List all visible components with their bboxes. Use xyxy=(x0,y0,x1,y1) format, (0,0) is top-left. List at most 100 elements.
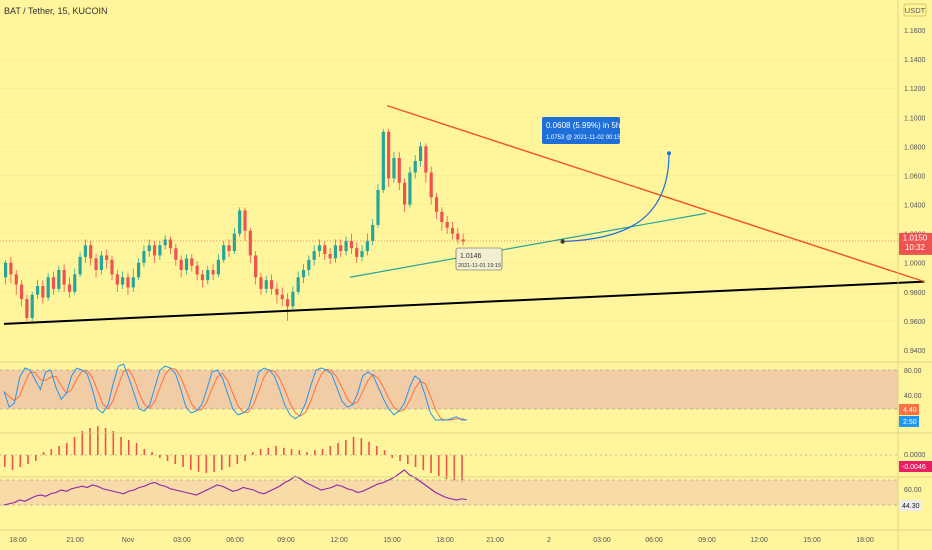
macd-bar xyxy=(213,455,215,472)
macd-bar xyxy=(174,455,177,464)
macd-bar xyxy=(360,438,363,455)
candle-body xyxy=(99,255,103,270)
current-price-badge: 1.0150 10:32 xyxy=(899,232,932,255)
candle-body xyxy=(392,158,396,179)
candle-body xyxy=(344,240,348,252)
macd-bar xyxy=(461,455,463,483)
candle-body xyxy=(339,245,343,252)
stoch-d-value: 4.40 xyxy=(903,407,917,414)
macd-bar xyxy=(143,449,146,455)
candles xyxy=(4,128,465,321)
price-grid xyxy=(0,29,898,351)
stoch-band xyxy=(0,370,898,409)
candle-body xyxy=(403,182,407,205)
candle-body xyxy=(35,286,40,295)
candle-body xyxy=(94,258,98,270)
macd-bar xyxy=(50,449,53,455)
time-tick-label: 06:00 xyxy=(645,537,663,544)
time-axis[interactable]: 18:00 21:00 Nov 03:00 06:00 09:00 12:00 15:00 18… xyxy=(9,537,874,544)
candle-body xyxy=(296,277,300,292)
macd-bar xyxy=(166,455,169,461)
candle-body xyxy=(147,245,151,252)
price-axis[interactable]: 1.1600 1.1400 1.1200 1.1000 1.0800 1.0600 1.04… xyxy=(904,28,926,355)
macd-bar xyxy=(35,455,37,461)
candle-body xyxy=(163,239,167,246)
candle-body xyxy=(51,277,56,289)
candle-body xyxy=(14,274,18,285)
macd-bar xyxy=(345,440,347,455)
rsi-pane[interactable]: 60.00 44.30 xyxy=(0,469,922,511)
price-tick-label: 1.1400 xyxy=(904,57,926,64)
macd-bar xyxy=(151,452,153,455)
macd-bar xyxy=(42,452,45,455)
support-trend-line xyxy=(3,280,925,325)
candle-body xyxy=(365,240,369,252)
currency-button[interactable]: USDT xyxy=(903,3,927,17)
macd-bar xyxy=(283,447,285,455)
rsi-badge xyxy=(899,500,921,511)
macd-bar xyxy=(19,455,22,467)
candle-body xyxy=(195,265,199,275)
candle-body xyxy=(222,245,226,260)
stoch-k-value: 2.50 xyxy=(903,419,917,426)
macd-bar xyxy=(453,455,456,482)
price-tick-label: 1.0400 xyxy=(904,203,926,210)
projection-callout[interactable]: 0.0608 (5.99%) in 5h 1.0753 @ 2021-11-02… xyxy=(542,117,621,144)
projection-end-dot xyxy=(667,151,671,156)
candle-body xyxy=(408,172,412,205)
time-tick-label: 15:00 xyxy=(383,537,401,544)
candle-body xyxy=(41,286,45,298)
time-tick-label: 06:00 xyxy=(226,537,244,544)
projection-callout-line1: 0.0608 (5.99%) in 5h xyxy=(546,121,620,130)
price-tick-label: 1.0000 xyxy=(904,261,926,268)
candle-body xyxy=(440,211,444,222)
candle-body xyxy=(137,262,141,278)
drawings[interactable] xyxy=(3,104,925,325)
stoch-lines xyxy=(3,363,467,421)
candle-body xyxy=(307,259,311,270)
stoch-pane[interactable]: 80.00 40.00 4.40 2.50 xyxy=(0,363,922,427)
candle-body xyxy=(152,245,157,256)
macd-bar xyxy=(128,440,130,455)
macd-bar xyxy=(104,428,107,455)
macd-bar xyxy=(135,443,138,455)
time-tick-label: 21:00 xyxy=(486,537,504,544)
candle-body xyxy=(461,239,465,242)
time-tick-label: 09:00 xyxy=(698,537,716,544)
candle-body xyxy=(57,270,61,289)
candle-body xyxy=(280,294,284,300)
macd-bar xyxy=(120,437,122,455)
candle-body xyxy=(4,262,8,278)
candle-body xyxy=(105,255,109,260)
time-tick-label: 2 xyxy=(547,537,551,544)
macd-bar xyxy=(221,455,223,470)
time-tick-label: 21:00 xyxy=(66,537,84,544)
candle-body xyxy=(168,239,173,249)
time-tick-label: 18:00 xyxy=(436,537,454,544)
macd-bar xyxy=(337,443,339,455)
price-tick-label: 1.1600 xyxy=(904,28,926,35)
candle-body xyxy=(179,259,183,270)
candle-body xyxy=(78,256,82,275)
time-tick-label: Nov xyxy=(122,537,135,544)
candle-body xyxy=(371,224,375,241)
candle-body xyxy=(333,245,338,259)
macd-pane[interactable]: 0.0000 -0.0046 xyxy=(0,426,932,483)
time-tick-label: 09:00 xyxy=(277,537,295,544)
price-tick-label: 0.9800 xyxy=(904,290,926,297)
macd-bar xyxy=(182,455,184,467)
time-tick-label: 15:00 xyxy=(803,537,821,544)
point-label[interactable]: 1.0146 2021-11-01 19:15 xyxy=(455,247,503,271)
candle-body xyxy=(131,277,135,288)
candle-body xyxy=(429,172,433,198)
candle-body xyxy=(19,284,24,300)
macd-bar xyxy=(321,449,324,455)
price-tick-label: 0.9400 xyxy=(904,348,926,355)
time-tick-label: 18:00 xyxy=(9,537,27,544)
macd-bar xyxy=(66,443,68,455)
countdown-text: 10:32 xyxy=(905,243,926,252)
macd-badge xyxy=(899,461,932,472)
candle-body xyxy=(259,277,263,289)
candle-body xyxy=(158,245,162,256)
